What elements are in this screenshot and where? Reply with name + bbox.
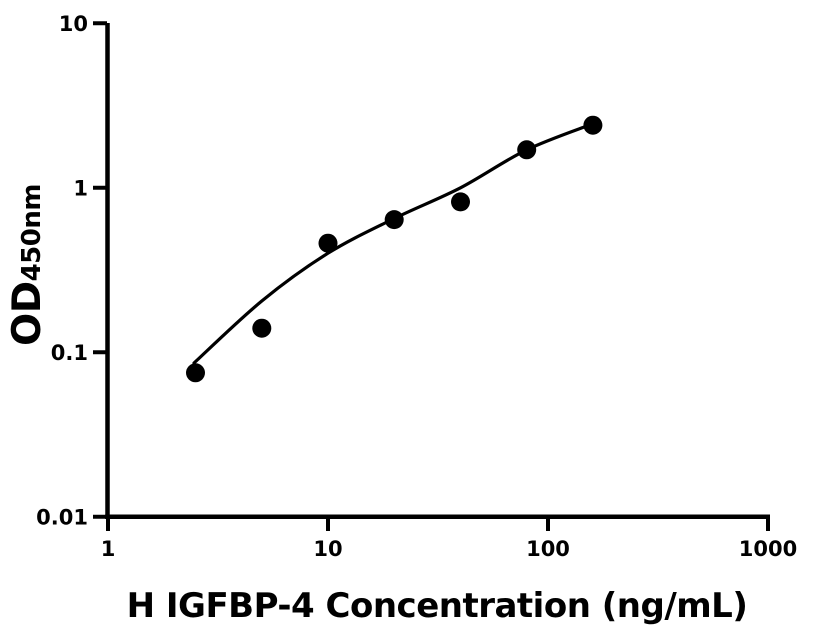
y-tick-label: 0.1 <box>51 341 88 365</box>
y-tick-label: 1 <box>73 176 88 200</box>
y-axis-title: OD450nm <box>5 184 50 346</box>
x-tick-label: 1000 <box>739 537 797 561</box>
data-point <box>252 318 272 338</box>
data-point <box>451 192 470 212</box>
y-tick-label: 10 <box>59 12 88 36</box>
y-axis-title-subscript: 450nm <box>17 184 47 281</box>
y-axis-ticks: 0.01 0.1 1 10 <box>36 12 107 529</box>
data-point <box>517 140 537 160</box>
data-point <box>583 115 603 135</box>
x-tick-label: 1 <box>101 537 116 561</box>
x-axis-ticks: 1 10 100 1000 <box>101 517 797 561</box>
x-axis-title: H IGFBP-4 Concentration (ng/mL) <box>127 586 748 626</box>
data-point <box>186 363 205 383</box>
data-points <box>186 115 603 383</box>
axes <box>105 23 770 519</box>
y-tick-label: 0.01 <box>36 505 88 529</box>
x-tick-label: 100 <box>526 537 570 561</box>
data-point <box>318 233 338 253</box>
data-point <box>384 210 404 230</box>
y-axis-title-main: OD <box>5 281 50 346</box>
x-tick-label: 10 <box>313 537 342 561</box>
